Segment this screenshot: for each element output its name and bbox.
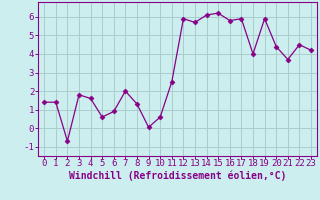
X-axis label: Windchill (Refroidissement éolien,°C): Windchill (Refroidissement éolien,°C) — [69, 171, 286, 181]
